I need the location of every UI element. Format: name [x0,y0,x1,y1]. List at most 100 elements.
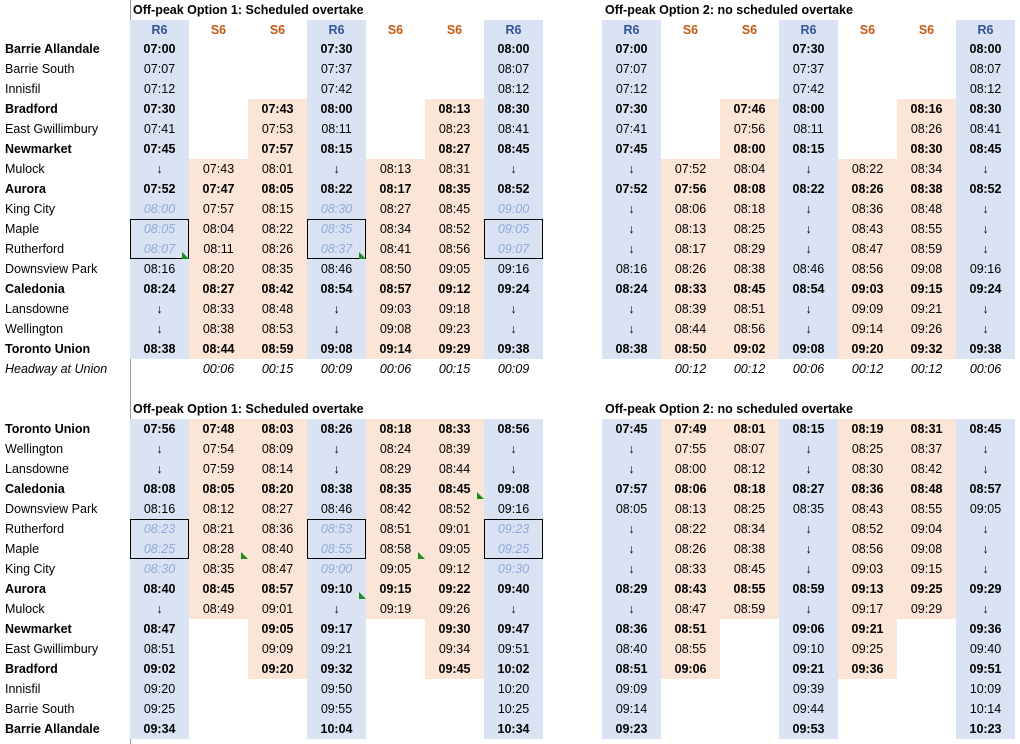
time-cell: 08:40 [261,542,294,556]
time-cell: 08:22 [261,222,294,236]
time-cell: 08:00 [733,142,766,156]
time-cell: 07:52 [615,182,648,196]
top-station-label: Barrie South [5,62,75,76]
time-cell: 08:40 [615,642,648,656]
time-cell: 08:16 [143,262,176,276]
time-cell: 08:30 [143,562,176,576]
time-cell: 08:26 [320,422,353,436]
time-cell: 09:00 [497,202,530,216]
pass-through-arrow: ↓ [805,462,812,476]
top-station-label: Newmarket [5,142,72,156]
time-cell: 08:41 [969,122,1002,136]
pass-through-arrow: ↓ [510,302,517,316]
service-band-r6 [484,20,543,359]
time-cell: 09:50 [320,682,353,696]
comment-flag [182,252,189,259]
time-cell: 08:54 [792,282,825,296]
time-cell: 09:02 [143,662,176,676]
top-station-label: Headway at Union [5,362,108,376]
time-cell: 09:08 [910,542,943,556]
time-cell: 08:48 [261,302,294,316]
time-cell: 09:29 [910,602,943,616]
pass-through-arrow: ↓ [982,442,989,456]
time-cell: 09:03 [851,562,884,576]
service-header-s6: S6 [446,23,463,37]
time-cell: 09:12 [438,562,471,576]
top-station-label: Mulock [5,162,45,176]
time-cell: 09:13 [851,582,884,596]
time-cell: 08:52 [497,182,530,196]
top-station-label: Rutherford [5,242,65,256]
time-cell: 08:59 [792,582,825,596]
service-header-r6: R6 [977,23,994,37]
comment-flag [359,592,366,599]
time-cell: 08:56 [733,322,766,336]
time-cell: 08:47 [674,602,707,616]
time-cell: 08:36 [261,522,294,536]
time-cell: 08:59 [910,242,943,256]
time-cell: 08:15 [261,202,294,216]
time-cell: 09:03 [379,302,412,316]
pass-through-arrow: ↓ [628,462,635,476]
time-cell: 08:11 [793,122,824,136]
time-cell: 08:27 [379,202,412,216]
service-header-s6: S6 [682,23,699,37]
time-cell: 08:47 [143,622,176,636]
headway-value: 00:06 [969,362,1002,376]
time-cell: 09:05 [261,622,294,636]
time-cell: 08:26 [851,182,884,196]
pass-through-arrow: ↓ [510,462,517,476]
headway-value: 00:12 [851,362,884,376]
service-band-s6 [838,419,897,679]
time-cell: 08:34 [733,522,766,536]
time-cell: 08:06 [674,202,707,216]
time-cell: 09:36 [969,622,1002,636]
time-cell: 08:57 [261,582,294,596]
time-cell: 07:30 [792,42,825,56]
pass-through-arrow: ↓ [333,462,340,476]
time-cell: 08:26 [674,542,707,556]
time-cell: 09:23 [438,322,471,336]
service-band-r6 [130,419,189,739]
time-cell: 07:56 [733,122,766,136]
top-station-label: Innisfil [5,82,41,96]
time-cell: 09:08 [792,342,825,356]
time-cell: 08:31 [438,162,471,176]
time-cell: 07:07 [615,62,648,76]
time-cell: 09:20 [143,682,176,696]
time-cell: 09:14 [615,702,648,716]
time-cell: 08:35 [379,482,412,496]
pass-through-arrow: ↓ [805,242,812,256]
time-cell: 09:24 [969,282,1002,296]
service-band-s6 [189,419,248,619]
time-cell: 07:57 [202,202,235,216]
time-cell: 07:45 [143,142,176,156]
time-cell: 09:08 [379,322,412,336]
service-band-r6 [484,419,543,739]
service-header-s6: S6 [741,23,758,37]
time-cell: 08:05 [143,222,176,236]
time-cell: 07:57 [261,142,294,156]
pass-through-arrow: ↓ [805,302,812,316]
time-cell: 09:15 [910,562,943,576]
time-cell: 09:25 [910,582,943,596]
time-cell: 09:25 [143,702,176,716]
time-cell: 07:41 [615,122,648,136]
time-cell: 08:27 [202,282,235,296]
time-cell: 09:25 [851,642,884,656]
time-cell: 08:53 [261,322,294,336]
time-cell: 08:43 [674,582,707,596]
pass-through-arrow: ↓ [982,222,989,236]
headway-value: 00:06 [379,362,412,376]
bottom-station-label: Rutherford [5,522,65,536]
time-cell: 08:45 [733,282,766,296]
bottom-station-label: Newmarket [5,622,72,636]
time-cell: 08:56 [851,542,884,556]
time-cell: 08:33 [674,282,707,296]
time-cell: 08:52 [851,522,884,536]
time-cell: 07:56 [143,422,176,436]
time-cell: 09:34 [438,642,471,656]
time-cell: 08:16 [143,502,176,516]
time-cell: 07:00 [615,42,648,56]
time-cell: 09:09 [851,302,884,316]
